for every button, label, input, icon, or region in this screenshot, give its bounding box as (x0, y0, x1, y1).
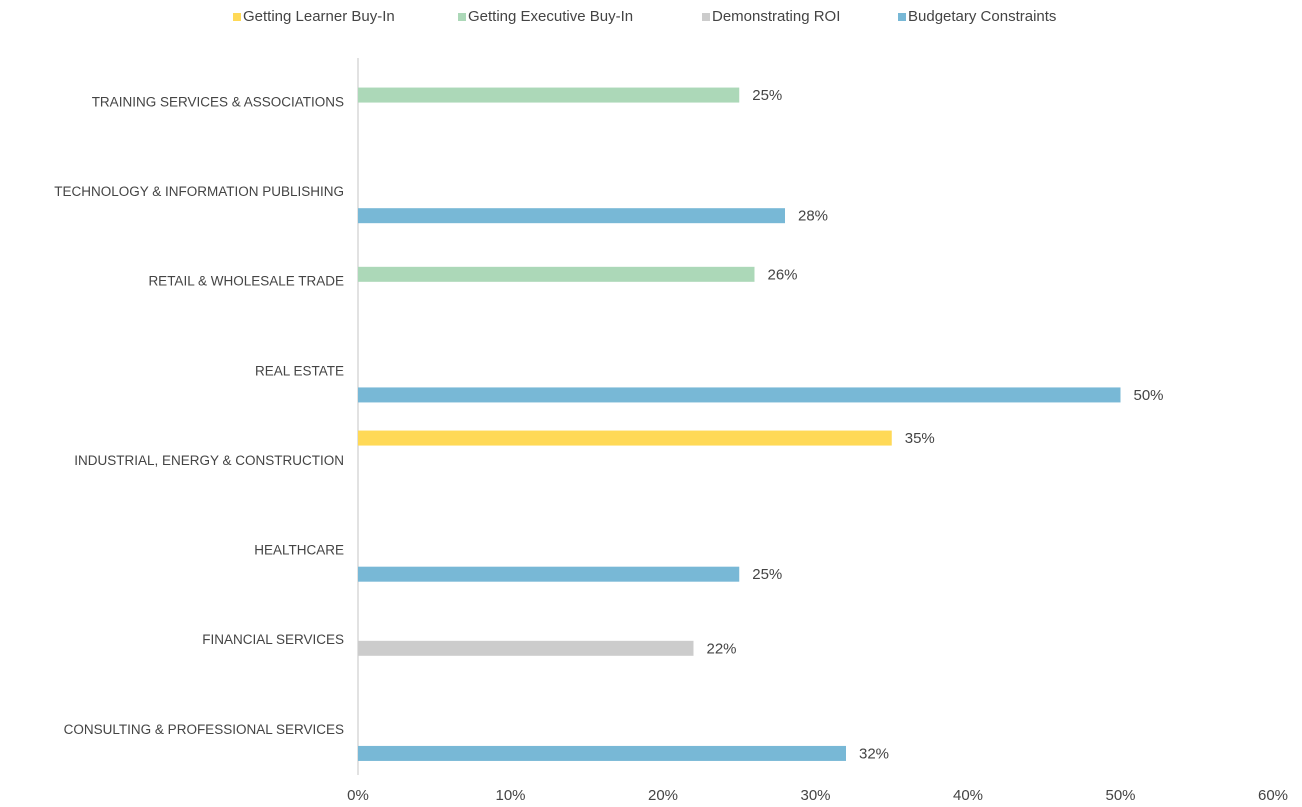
category-label: REAL ESTATE (255, 363, 344, 378)
value-label: 32% (859, 745, 889, 762)
category-label: FINANCIAL SERVICES (202, 632, 344, 647)
bar (358, 87, 740, 103)
bar (358, 266, 755, 282)
legend-label: Getting Learner Buy-In (243, 8, 395, 25)
category-label: TRAINING SERVICES & ASSOCIATIONS (92, 94, 344, 109)
x-tick-label: 0% (347, 787, 369, 804)
x-tick-label: 20% (648, 787, 678, 804)
category-label: INDUSTRIAL, ENERGY & CONSTRUCTION (74, 453, 344, 468)
legend-swatch (233, 13, 241, 21)
x-tick-label: 60% (1258, 787, 1288, 804)
bar (358, 640, 694, 656)
value-label: 26% (768, 266, 798, 283)
category-label: RETAIL & WHOLESALE TRADE (148, 274, 344, 289)
x-tick-label: 40% (953, 787, 983, 804)
x-tick-label: 30% (800, 787, 830, 804)
value-label: 25% (752, 87, 782, 104)
bar (358, 566, 740, 582)
legend-swatch (898, 13, 906, 21)
bar (358, 430, 892, 446)
value-label: 35% (905, 430, 935, 447)
bar (358, 745, 846, 761)
bar (358, 387, 1121, 403)
value-label: 50% (1134, 387, 1164, 404)
legend-swatch (702, 13, 710, 21)
legend-label: Budgetary Constraints (908, 8, 1056, 25)
legend-swatch (458, 13, 466, 21)
value-label: 25% (752, 566, 782, 583)
value-label: 28% (798, 208, 828, 225)
legend-label: Getting Executive Buy-In (468, 8, 633, 25)
legend-label: Demonstrating ROI (712, 8, 840, 25)
category-label: HEALTHCARE (254, 543, 344, 558)
x-tick-label: 50% (1105, 787, 1135, 804)
bar (358, 208, 785, 224)
category-label: TECHNOLOGY & INFORMATION PUBLISHING (54, 184, 344, 199)
category-label: CONSULTING & PROFESSIONAL SERVICES (64, 722, 344, 737)
value-label: 22% (707, 640, 737, 657)
x-tick-label: 10% (495, 787, 525, 804)
